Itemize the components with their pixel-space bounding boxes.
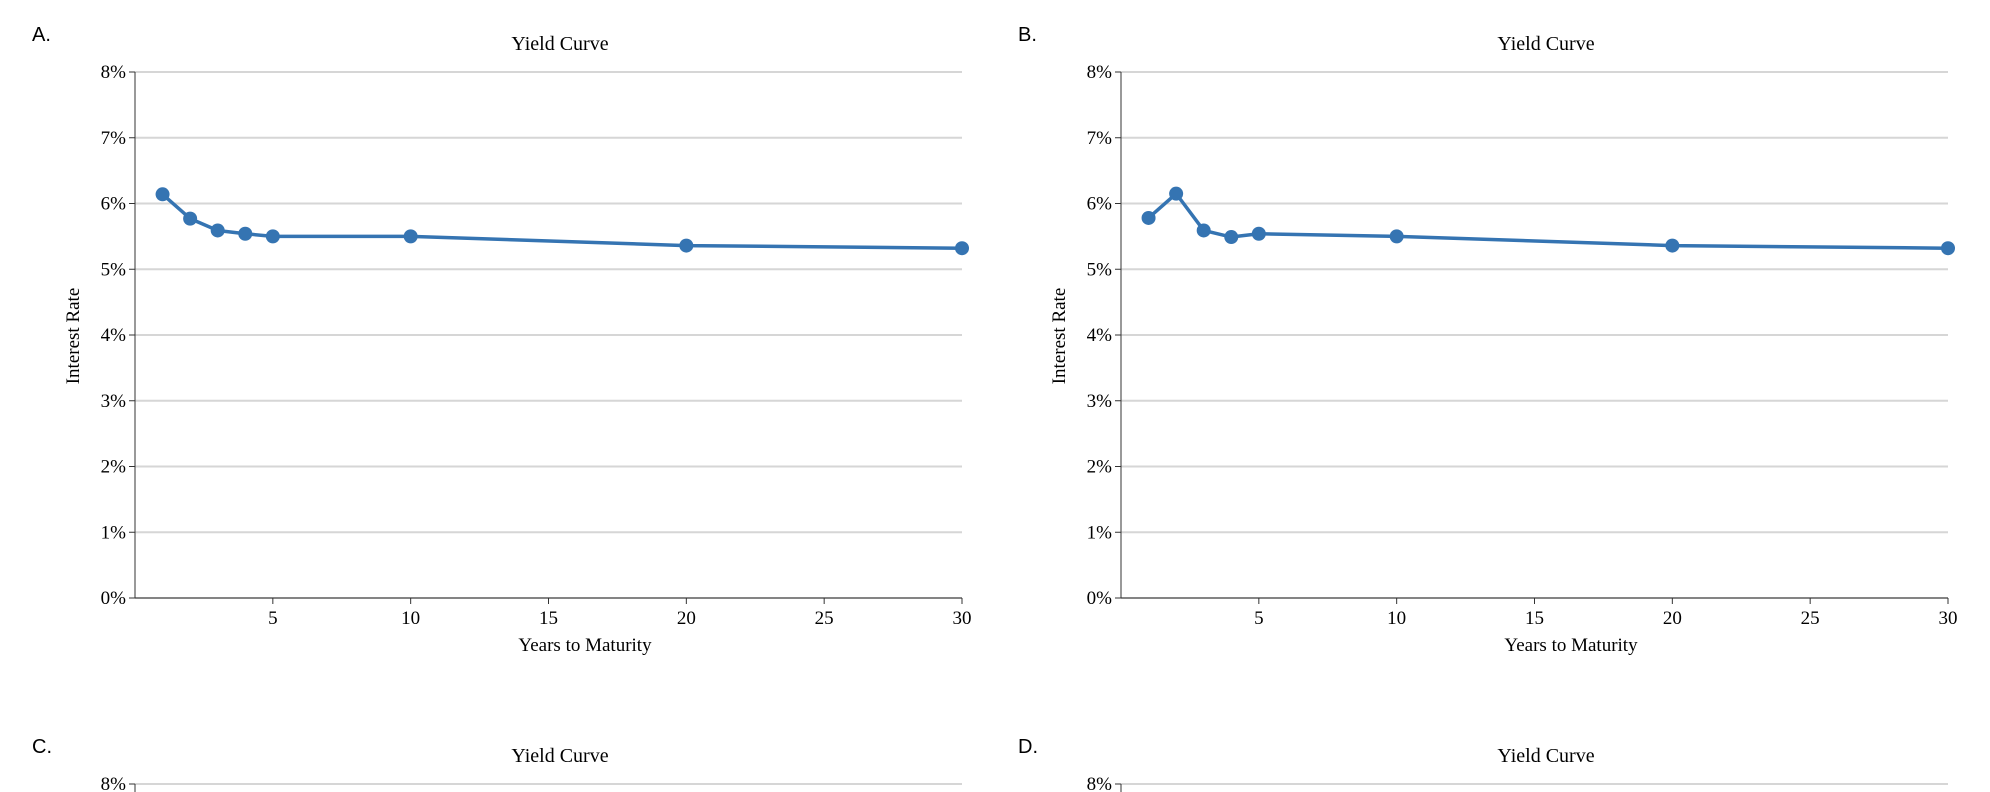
panel-label-d: D. — [1018, 736, 1038, 758]
chart-c: Yield Curve 8% — [101, 745, 962, 792]
y-tick-label: 2% — [101, 457, 127, 478]
chart-a: Yield Curve 0% 1% 2% 3% 4% 5% 6% 7% 8% 5 10 15 20 25 30… — [63, 33, 972, 656]
x-tick-label: 10 — [1387, 608, 1406, 629]
chart-title: Yield Curve — [1497, 745, 1594, 767]
y-tick-label: 0% — [1087, 588, 1113, 609]
y-tick-label: 3% — [101, 391, 127, 412]
data-point — [1224, 230, 1239, 245]
y-tick-label: 7% — [1087, 128, 1113, 149]
y-tick-label: 6% — [1087, 194, 1113, 215]
chart-title: Yield Curve — [1497, 33, 1594, 55]
y-tick-label: 0% — [101, 588, 127, 609]
x-axis-label: Years to Maturity — [1504, 635, 1638, 656]
data-point — [1169, 186, 1184, 201]
y-axis-label: Interest Rate — [63, 288, 84, 385]
panel-label-c: C. — [32, 736, 52, 758]
x-tick-label: 5 — [1254, 608, 1264, 629]
chart-title: Yield Curve — [511, 745, 608, 767]
y-tick-label: 1% — [101, 522, 127, 543]
y-axis-label: Interest Rate — [1049, 288, 1070, 385]
data-point — [1941, 241, 1955, 256]
x-tick-label: 25 — [815, 608, 834, 629]
data-point — [1389, 229, 1404, 244]
x-tick-label: 20 — [677, 608, 696, 629]
panel-label-a: A. — [32, 24, 51, 46]
data-point — [265, 229, 280, 244]
x-tick-label: 10 — [401, 608, 420, 629]
x-tick-label: 25 — [1801, 608, 1820, 629]
chart-title: Yield Curve — [511, 33, 608, 55]
y-tick-label: 4% — [101, 325, 127, 346]
y-tick-label: 1% — [1087, 522, 1113, 543]
chart-d: Yield Curve 8% — [1087, 745, 1948, 792]
chart-b: Yield Curve 0% 1% 2% 3% 4% 5% 6% 7% 8% 5 10 15 20 25 30… — [1049, 33, 1958, 656]
data-point — [1665, 238, 1680, 253]
x-tick-label: 15 — [1525, 608, 1544, 629]
x-tick-label: 5 — [268, 608, 278, 629]
x-tick-label: 20 — [1663, 608, 1682, 629]
series-line — [161, 192, 963, 250]
data-point — [155, 187, 170, 202]
y-tick-label: 6% — [101, 194, 127, 215]
series-line — [1147, 191, 1949, 250]
y-tick-label: 8% — [101, 774, 127, 792]
panel-label-b: B. — [1018, 24, 1037, 46]
data-point — [1251, 226, 1266, 241]
data-point — [210, 223, 225, 238]
data-point — [955, 241, 969, 256]
y-tick-label: 8% — [101, 62, 127, 83]
y-tick-label: 3% — [1087, 391, 1113, 412]
y-tick-label: 7% — [101, 128, 127, 149]
x-tick-label: 30 — [953, 608, 972, 629]
y-tick-label: 2% — [1087, 457, 1113, 478]
x-axis-label: Years to Maturity — [518, 635, 652, 656]
y-tick-label: 5% — [101, 259, 127, 280]
data-point — [679, 238, 694, 253]
data-point — [1196, 223, 1211, 238]
y-tick-label: 4% — [1087, 325, 1113, 346]
data-point — [183, 211, 198, 226]
data-point — [238, 226, 253, 241]
y-tick-label: 5% — [1087, 259, 1113, 280]
y-tick-label: 8% — [1087, 774, 1113, 792]
y-tick-label: 8% — [1087, 62, 1113, 83]
data-point — [403, 229, 418, 244]
x-tick-label: 15 — [539, 608, 558, 629]
x-tick-label: 30 — [1939, 608, 1958, 629]
data-point — [1141, 210, 1156, 225]
